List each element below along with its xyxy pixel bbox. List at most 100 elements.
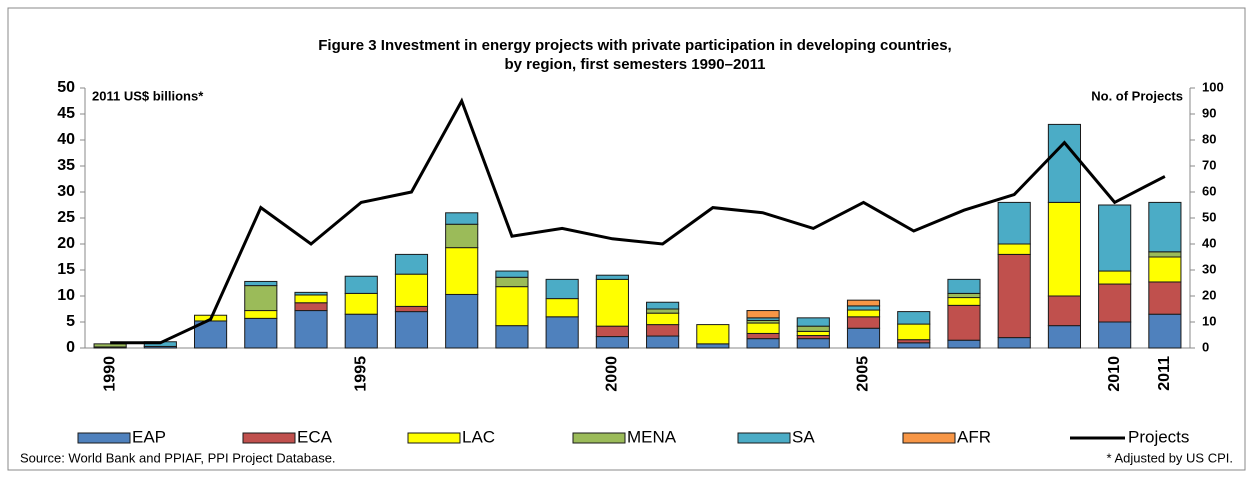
bar-segment: [696, 343, 730, 349]
source: Source: World Bank and PPIAF, PPI Projec…: [20, 450, 336, 465]
bar-segment: [495, 270, 529, 278]
y-tick-label: 45: [57, 105, 75, 122]
y2-tick-label: 70: [1202, 157, 1216, 172]
bar-segment: [846, 327, 881, 349]
bar-segment: [1148, 251, 1182, 258]
bar-segment: [595, 274, 629, 280]
y2-tick-label: 50: [1202, 209, 1216, 224]
y2-tick-label: 10: [1202, 313, 1216, 328]
legend-swatch: [242, 432, 296, 444]
bar-segment: [495, 276, 529, 288]
bar-segment: [1047, 325, 1082, 349]
bar-segment: [646, 324, 680, 337]
bar-segment: [445, 212, 479, 225]
bar-segment: [646, 312, 680, 326]
bar-segment: [244, 317, 278, 349]
legend-label: Projects: [1128, 427, 1189, 446]
y2-tick-label: 20: [1202, 287, 1216, 302]
chart-title: by region, first semesters 1990–2011: [505, 56, 766, 73]
bar-segment: [244, 285, 278, 312]
y-tick-label: 15: [57, 261, 75, 278]
y2-axis-label: No. of Projects: [1091, 88, 1183, 103]
bar-segment: [445, 247, 479, 295]
y-tick-label: 20: [57, 235, 75, 252]
x-tick-label: 2005: [855, 356, 872, 392]
bar-segment: [846, 309, 881, 318]
bar-segment: [93, 343, 127, 348]
x-tick-label: 1990: [101, 356, 118, 392]
y-axis-label: 2011 US$ billions*: [92, 88, 204, 103]
bar-segment: [344, 292, 378, 315]
bar-segment: [846, 316, 881, 329]
x-tick-label: 2011: [1156, 356, 1173, 391]
y-tick-label: 50: [57, 79, 75, 96]
bar-segment: [1098, 270, 1132, 285]
bar-segment: [394, 305, 429, 313]
bar-segment: [1047, 201, 1082, 297]
bar-segment: [495, 325, 529, 349]
legend-label: MENA: [627, 427, 677, 446]
bar-segment: [796, 325, 830, 332]
y2-tick-label: 80: [1202, 131, 1216, 146]
projects-line: [110, 97, 1166, 345]
bar-segment: [445, 223, 479, 249]
bar-segment: [947, 304, 981, 341]
y-tick-label: 40: [57, 131, 75, 148]
bar-segment: [1098, 321, 1132, 349]
bar-segment: [445, 293, 479, 349]
bar-segment: [1098, 283, 1132, 323]
legend-swatch: [77, 432, 131, 444]
bar-segment: [997, 243, 1031, 255]
bar-segment: [746, 338, 780, 349]
bar-segment: [796, 338, 830, 349]
note: * Adjusted by US CPI.: [1107, 450, 1233, 465]
bar-segment: [947, 278, 981, 294]
bar-segment: [394, 273, 429, 307]
bar-segment: [746, 332, 780, 340]
bar-segment: [344, 313, 378, 349]
y-tick-label: 0: [66, 339, 75, 356]
bar-segment: [394, 311, 429, 349]
bar-segment: [796, 330, 830, 337]
y2-tick-label: 30: [1202, 261, 1216, 276]
bar-segment: [344, 275, 378, 294]
legend-swatch: [407, 432, 461, 444]
x-tick-label: 2000: [604, 356, 621, 392]
bar-segment: [696, 324, 730, 345]
x-tick-label: 2010: [1106, 356, 1123, 392]
bar-segment: [947, 292, 981, 299]
bar-segment: [294, 302, 328, 312]
bar-segment: [1148, 201, 1182, 253]
y-tick-label: 10: [57, 287, 75, 304]
bar-segment: [1098, 204, 1132, 272]
bar-segment: [646, 301, 680, 310]
legend-label: LAC: [462, 427, 495, 446]
y2-tick-label: 40: [1202, 235, 1216, 250]
bar-segment: [1047, 123, 1082, 203]
chart-title: Figure 3 Investment in energy projects w…: [318, 37, 951, 54]
x-tick-label: 1995: [352, 356, 369, 392]
bar-segment: [545, 298, 579, 318]
bar-segment: [846, 299, 881, 307]
bar-segment: [997, 201, 1031, 245]
bar-segment: [595, 278, 629, 327]
bar-segment: [595, 336, 629, 349]
legend-label: ECA: [297, 427, 333, 446]
legend-label: SA: [792, 427, 815, 446]
bar-segment: [244, 280, 278, 287]
bar-segment: [897, 311, 931, 325]
bar-segment: [746, 310, 780, 319]
bar-segment: [997, 253, 1031, 339]
bar-segment: [646, 308, 680, 314]
bar-segment: [294, 291, 328, 296]
bar-segment: [947, 339, 981, 349]
bar-segment: [646, 335, 680, 349]
bar-segment: [244, 310, 278, 319]
y-tick-label: 35: [57, 157, 75, 174]
bar-segment: [394, 253, 429, 275]
legend-label: EAP: [132, 427, 166, 446]
bar-segment: [595, 325, 629, 338]
bar-segment: [897, 323, 931, 341]
y2-tick-label: 0: [1202, 339, 1209, 354]
y2-tick-label: 60: [1202, 183, 1216, 198]
